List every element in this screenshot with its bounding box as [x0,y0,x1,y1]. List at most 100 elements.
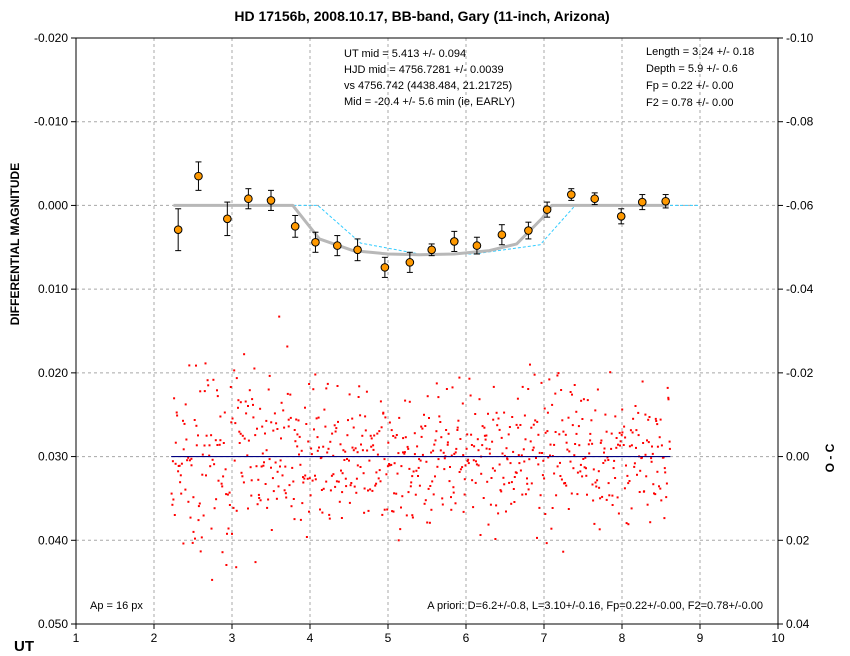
raw-data-point [235,509,238,512]
binned-data-point [333,241,342,250]
raw-data-point [171,460,174,463]
raw-data-point [344,477,347,480]
raw-data-point [617,512,620,515]
raw-data-point [534,419,537,422]
x-tick-label: 10 [771,631,785,645]
raw-data-point [352,449,355,452]
raw-data-point [419,459,422,462]
raw-data-point [237,406,239,409]
raw-data-point [268,458,271,461]
raw-data-point [241,475,244,478]
raw-data-point [243,437,246,440]
raw-data-point [587,443,590,446]
raw-data-point [363,487,366,490]
raw-data-point [558,433,561,436]
binned-data-point [173,225,183,235]
raw-data-point [571,424,574,427]
x-tick-label: 6 [463,631,470,645]
raw-data-point [350,482,353,484]
raw-data-point [410,481,413,484]
raw-data-point [582,398,585,401]
raw-data-point [621,431,624,434]
raw-data-point [199,550,202,553]
raw-data-point [492,385,495,388]
raw-data-point [245,412,248,415]
raw-data-point [590,419,593,422]
raw-data-point [214,439,217,442]
raw-data-point [594,481,597,484]
raw-data-point [284,465,287,468]
raw-data-point [348,393,351,396]
raw-data-point [635,429,638,432]
raw-data-point [239,432,242,435]
y-right-tick-label: -0.10 [786,31,814,45]
raw-data-point [487,523,490,526]
raw-data-point [237,399,240,402]
raw-data-point [467,458,470,461]
raw-data-point [546,411,549,414]
raw-data-point [188,459,191,462]
raw-data-point [431,480,434,483]
raw-data-point [403,451,406,454]
raw-data-point [346,434,349,437]
raw-data-point [593,522,596,525]
raw-data-point [474,481,477,484]
raw-data-point [359,414,362,417]
raw-data-point [439,449,442,452]
raw-data-point [290,505,293,508]
raw-data-point [433,443,436,446]
raw-data-point [372,444,375,447]
raw-data-point [628,480,631,482]
raw-data-point [589,432,592,435]
raw-data-point [555,494,558,497]
raw-data-point [331,432,334,435]
raw-data-point [559,475,562,477]
raw-data-point [492,418,495,421]
raw-data-point [261,452,264,455]
raw-data-point [369,488,372,491]
y-left-tick-label: 0.050 [38,617,68,631]
raw-data-point [271,477,274,480]
raw-data-point [229,386,232,388]
y-right-tick-label: 0.04 [786,617,810,631]
raw-data-point [240,471,243,474]
chart-title: HD 17156b, 2008.10.17, BB-band, Gary (11… [234,8,609,24]
raw-data-point [287,425,290,428]
raw-data-point [340,469,342,472]
raw-data-point [615,446,618,449]
y-left-tick-label: 0.040 [38,533,68,547]
annotation-line: Mid = -20.4 +/- 5.6 min (ie, EARLY) [344,96,515,108]
raw-data-point [189,516,192,519]
raw-data-point [314,474,316,477]
raw-data-point [321,511,324,514]
raw-data-point [420,425,423,428]
raw-data-point [302,481,305,484]
fit-parameters-annotation: Length = 3.24 +/- 0.18 Depth = 5.9 +/- 0… [646,46,754,109]
raw-data-point [553,443,556,446]
raw-data-point [518,462,521,465]
raw-data-point [334,485,337,488]
raw-data-point [180,492,183,495]
raw-data-point [564,482,567,484]
annotation-line: UT mid = 5.413 +/- 0.094 [344,48,466,60]
raw-data-point [459,438,462,440]
raw-data-point [408,400,411,403]
raw-data-point [424,499,427,502]
annotation-line: Length = 3.24 +/- 0.18 [646,46,754,58]
raw-data-point [194,537,196,540]
raw-data-point [596,479,599,482]
raw-data-point [494,538,497,540]
raw-data-point [466,433,469,436]
raw-data-point [259,407,262,410]
raw-data-point [543,407,546,410]
raw-data-point [305,536,308,538]
raw-data-point [447,432,450,435]
raw-data-point [481,444,484,447]
raw-data-point [667,396,670,399]
raw-data-point [630,444,633,447]
raw-data-point [221,551,224,554]
raw-data-point [520,454,523,457]
raw-data-point [452,491,455,494]
raw-data-point [298,435,301,438]
